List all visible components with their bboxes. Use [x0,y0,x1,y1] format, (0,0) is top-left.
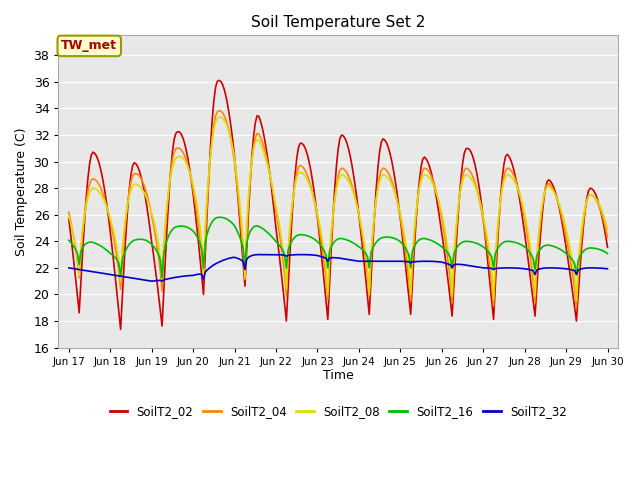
Line: SoilT2_08: SoilT2_08 [69,117,607,301]
SoilT2_16 [447,254,454,260]
SoilT2_32 [492,265,499,271]
SoilT2_16 [212,216,220,221]
SoilT2_02 [215,77,223,83]
Line: SoilT2_16: SoilT2_16 [69,217,607,278]
SoilT2_32 [447,262,454,268]
SoilT2_04 [568,263,575,269]
SoilT2_04 [445,263,452,269]
SoilT2_04 [81,213,88,218]
SoilT2_32 [148,278,156,284]
SoilT2_16 [604,251,611,256]
SoilT2_16 [65,237,73,243]
X-axis label: Time: Time [323,370,353,383]
SoilT2_02 [239,262,247,267]
Line: SoilT2_32: SoilT2_32 [69,254,607,281]
SoilT2_04 [490,303,497,309]
SoilT2_04 [210,122,218,128]
SoilT2_16 [492,251,499,257]
SoilT2_04 [604,234,611,240]
SoilT2_02 [492,282,499,288]
Line: SoilT2_04: SoilT2_04 [69,111,607,308]
SoilT2_32 [604,266,611,272]
SoilT2_08 [573,298,580,304]
Legend: SoilT2_02, SoilT2_04, SoilT2_08, SoilT2_16, SoilT2_32: SoilT2_02, SoilT2_04, SoilT2_08, SoilT2_… [105,400,572,423]
SoilT2_08 [445,252,452,258]
SoilT2_02 [447,298,454,303]
Title: Soil Temperature Set 2: Soil Temperature Set 2 [251,15,426,30]
SoilT2_16 [239,246,247,252]
SoilT2_32 [212,261,220,267]
SoilT2_02 [569,292,577,298]
SoilT2_02 [212,84,220,90]
SoilT2_04 [573,305,580,311]
SoilT2_32 [65,265,73,271]
SoilT2_16 [158,275,166,281]
SoilT2_08 [568,252,575,257]
SoilT2_02 [604,244,611,250]
SoilT2_02 [65,216,73,222]
SoilT2_04 [237,228,245,234]
SoilT2_02 [116,326,124,332]
SoilT2_08 [237,219,245,225]
SoilT2_32 [237,257,245,263]
SoilT2_04 [65,209,73,215]
SoilT2_16 [81,242,88,248]
Line: SoilT2_02: SoilT2_02 [69,80,607,329]
Y-axis label: Soil Temperature (C): Soil Temperature (C) [15,127,28,256]
SoilT2_32 [255,252,262,257]
SoilT2_08 [210,127,218,132]
SoilT2_08 [81,214,88,220]
SoilT2_08 [65,213,73,219]
Text: TW_met: TW_met [61,39,117,52]
SoilT2_08 [490,297,497,302]
SoilT2_08 [217,114,225,120]
SoilT2_32 [81,267,88,273]
SoilT2_04 [215,108,223,114]
SoilT2_16 [215,215,223,220]
SoilT2_02 [81,221,88,227]
SoilT2_32 [569,267,577,273]
SoilT2_16 [569,258,577,264]
SoilT2_08 [604,227,611,232]
